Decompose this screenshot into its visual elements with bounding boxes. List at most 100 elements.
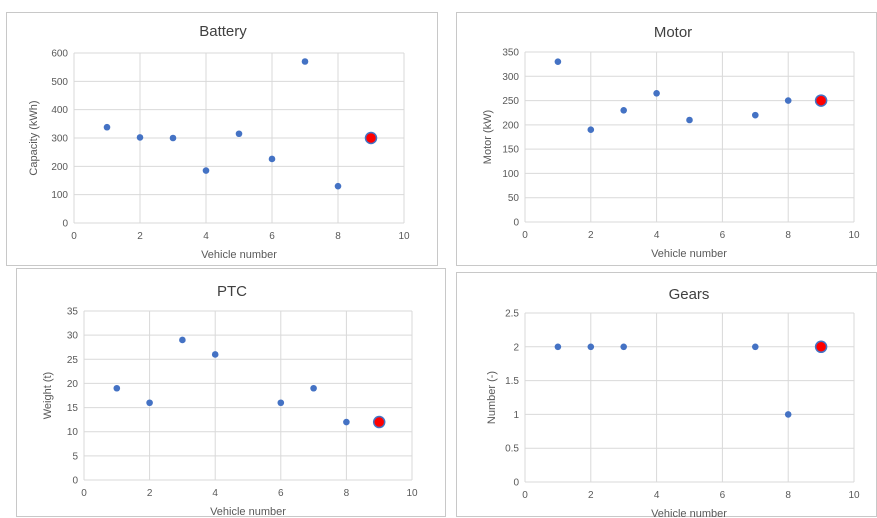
x-tick-label: 6 (278, 488, 284, 499)
data-point (554, 343, 562, 351)
data-point (784, 411, 792, 418)
chart-svg: 0 50 100 150 200 250 300 350 0 2 4 6 8 10 Motor Vehicle… (482, 24, 860, 260)
highlighted-data-point (814, 340, 828, 354)
x-tick-label: 4 (212, 488, 218, 499)
y-tick-label: 150 (502, 145, 519, 156)
data-point (587, 126, 595, 134)
x-axis-label: Vehicle number (210, 506, 286, 518)
x-tick-label: 0 (522, 230, 528, 241)
y-tick-label: 10 (67, 427, 79, 438)
y-tick-label: 0 (513, 478, 519, 489)
x-tick-label: 4 (654, 230, 660, 241)
x-tick-label: 2 (588, 490, 594, 501)
data-point (343, 418, 350, 426)
data-point (752, 343, 759, 351)
highlighted-data-point (814, 94, 828, 107)
y-tick-label: 0 (513, 218, 519, 229)
x-axis-label: Vehicle number (201, 249, 277, 261)
data-point (202, 167, 210, 174)
data-point (653, 89, 660, 97)
y-tick-label: 250 (502, 96, 519, 107)
chart-title: PTC (217, 283, 247, 300)
data-point (113, 384, 121, 392)
y-tick-label: 300 (51, 134, 68, 145)
data-point (179, 336, 186, 344)
y-tick-label: 35 (67, 307, 79, 318)
x-tick-label: 0 (522, 490, 528, 501)
y-tick-label: 200 (502, 120, 519, 131)
data-point (235, 130, 243, 138)
y-tick-label: 350 (502, 48, 519, 59)
x-tick-label: 6 (720, 230, 726, 241)
y-tick-label: 20 (67, 379, 79, 390)
y-tick-label: 100 (502, 169, 519, 180)
x-tick-label: 8 (785, 230, 791, 241)
x-tick-label: 10 (848, 230, 860, 241)
y-tick-label: 400 (51, 105, 68, 116)
x-axis-label: Vehicle number (651, 248, 727, 260)
x-tick-label: 2 (147, 488, 153, 499)
highlighted-data-point (364, 131, 378, 145)
y-tick-label: 300 (502, 72, 519, 83)
y-axis-label: Weight (t) (42, 372, 54, 419)
chart-ptc: 0 5 10 15 20 25 30 35 0 2 4 6 8 10 PTC Vehicle number We… (16, 268, 446, 518)
y-tick-label: 2 (513, 342, 519, 353)
y-tick-label: 2.5 (505, 309, 519, 320)
y-tick-label: 1.5 (505, 376, 519, 387)
data-point (301, 58, 309, 65)
y-tick-label: 200 (51, 162, 68, 173)
y-tick-label: 100 (51, 190, 68, 201)
data-point (334, 182, 342, 190)
chart-title: Battery (199, 23, 247, 40)
data-point (686, 116, 693, 124)
x-tick-label: 10 (848, 490, 860, 501)
chart-motor: 0 50 100 150 200 250 300 350 0 2 4 6 8 10 Motor Vehicle… (456, 12, 877, 266)
y-tick-label: 15 (67, 403, 79, 414)
chart-svg: 0 0.5 1 1.5 2 2.5 0 2 4 6 8 10 Gears Vehicle number Nu… (486, 286, 860, 518)
x-axis-label: Vehicle number (651, 508, 727, 518)
y-axis-label: Motor (kW) (482, 110, 494, 164)
x-tick-label: 4 (654, 490, 660, 501)
data-point (169, 134, 177, 142)
chart-title: Gears (669, 286, 710, 303)
x-tick-label: 8 (344, 488, 350, 499)
data-point (277, 399, 285, 407)
y-axis-label: Number (-) (486, 371, 498, 424)
data-point (146, 399, 153, 407)
y-axis-label: Capacity (kWh) (28, 100, 40, 175)
y-tick-label: 600 (51, 49, 68, 60)
x-tick-label: 8 (335, 231, 341, 242)
data-point (752, 111, 759, 119)
x-tick-label: 10 (398, 231, 410, 242)
data-point (268, 155, 276, 163)
y-tick-label: 0 (62, 219, 68, 230)
data-point (620, 106, 627, 114)
data-point (136, 134, 144, 141)
x-tick-label: 6 (720, 490, 726, 501)
x-tick-label: 4 (203, 231, 209, 242)
chart-battery: 0 100 200 300 400 500 600 0 2 4 6 8 10 Battery Vehicle… (6, 12, 438, 266)
chart-gears: 0 0.5 1 1.5 2 2.5 0 2 4 6 8 10 Gears Vehicle number Nu… (456, 272, 877, 518)
y-tick-label: 50 (508, 193, 520, 204)
y-tick-label: 1 (513, 410, 519, 421)
y-tick-label: 25 (67, 355, 79, 366)
data-point (310, 384, 317, 392)
x-tick-label: 2 (588, 230, 594, 241)
data-point (103, 123, 111, 131)
y-tick-label: 500 (51, 77, 68, 88)
x-tick-label: 8 (785, 490, 791, 501)
x-tick-label: 0 (71, 231, 77, 242)
x-tick-label: 2 (137, 231, 143, 242)
y-tick-label: 0.5 (505, 444, 519, 455)
x-tick-label: 6 (269, 231, 275, 242)
y-tick-label: 30 (67, 331, 79, 342)
data-point (211, 351, 219, 358)
data-point (620, 343, 627, 351)
data-point (784, 97, 792, 104)
y-tick-label: 0 (72, 476, 78, 487)
chart-svg: 0 5 10 15 20 25 30 35 0 2 4 6 8 10 PTC Vehicle number We… (42, 283, 418, 518)
chart-svg: 0 100 200 300 400 500 600 0 2 4 6 8 10 Battery Vehicle… (28, 23, 410, 261)
y-tick-label: 5 (72, 451, 78, 462)
chart-title: Motor (654, 24, 692, 41)
data-point (554, 58, 562, 66)
